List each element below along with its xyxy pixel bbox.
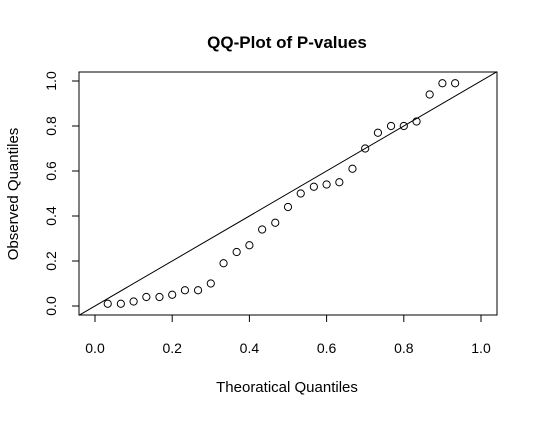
x-tick-label: 1.0	[471, 340, 491, 356]
data-point	[283, 202, 293, 212]
data-point	[296, 189, 305, 198]
data-point	[155, 292, 164, 302]
data-point	[451, 79, 460, 88]
x-axis: 0.0 0.2 0.4 0.6 0.8 1.0	[85, 314, 491, 356]
reference-line	[78, 71, 498, 316]
data-point	[116, 299, 125, 308]
y-axis-label: Observed Quantiles	[5, 128, 22, 261]
x-tick-label: 0.4	[240, 340, 260, 356]
data-point	[348, 164, 357, 173]
data-point	[142, 292, 151, 302]
data-point	[399, 121, 408, 131]
data-point	[309, 182, 318, 191]
data-point	[206, 279, 215, 288]
data-point	[335, 178, 344, 187]
y-tick-label: 0.8	[43, 116, 59, 136]
x-tick-label: 0.6	[317, 340, 337, 356]
x-tick-label: 0.2	[162, 340, 182, 356]
data-point	[361, 144, 370, 153]
data-point	[322, 180, 331, 189]
data-points-layer	[103, 79, 460, 308]
data-point	[258, 225, 267, 234]
data-point	[425, 90, 434, 99]
x-tick-label: 0.0	[85, 340, 105, 356]
reference-line-layer	[78, 71, 498, 316]
chart-title: QQ-Plot of P-values	[207, 33, 367, 52]
data-point	[180, 286, 190, 295]
data-point	[168, 290, 177, 299]
data-point	[386, 121, 396, 131]
x-tick-label: 0.8	[394, 340, 414, 356]
y-tick-label: 0.6	[43, 161, 59, 181]
data-point	[193, 286, 203, 295]
data-point	[245, 241, 254, 250]
data-point	[373, 128, 383, 137]
data-point	[438, 79, 447, 88]
x-axis-label: Theoratical Quantiles	[216, 379, 358, 396]
data-point	[271, 218, 280, 227]
data-point	[412, 117, 421, 126]
y-tick-label: 1.0	[43, 71, 59, 91]
y-axis: 0.0 0.2 0.4 0.6 0.8 1.0	[43, 71, 80, 316]
data-point	[219, 259, 228, 268]
data-point	[129, 297, 138, 306]
data-point	[232, 247, 241, 257]
data-point	[103, 299, 112, 308]
y-tick-label: 0.2	[43, 251, 59, 271]
y-tick-label: 0.4	[43, 206, 59, 226]
y-tick-label: 0.0	[43, 296, 59, 316]
